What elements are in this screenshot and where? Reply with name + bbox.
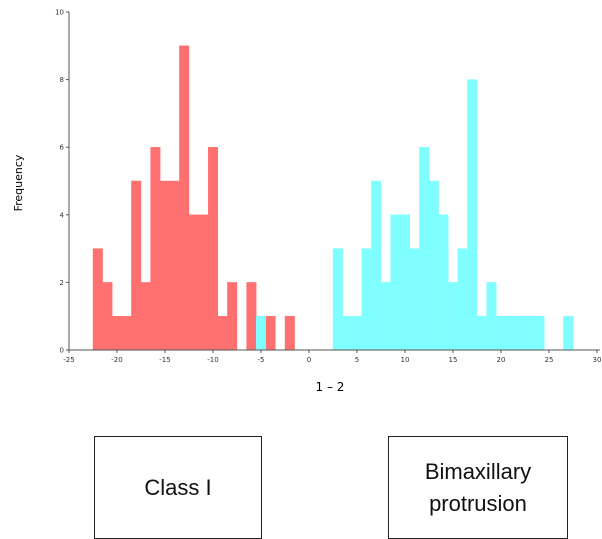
histogram-bar-series2-8 (400, 214, 411, 351)
x-tick-label-5: 0 (307, 356, 311, 364)
histogram-bar-series1-9 (179, 45, 190, 351)
histogram-bar-series1-7 (159, 180, 170, 351)
histogram-bar-series1-14 (227, 282, 238, 351)
bimaxillary-label-line2: protrusion (429, 490, 527, 516)
y-tick-label-5: 10 (55, 9, 64, 17)
bars-group (92, 45, 574, 351)
x-tick-label-9: 20 (497, 356, 506, 364)
x-tick-label-4: -5 (258, 356, 265, 364)
x-tick-label-6: 5 (355, 356, 359, 364)
histogram-bar-series1-0 (92, 248, 103, 351)
histogram-bar-series1-3 (121, 316, 132, 351)
histogram-bar-series1-15 (246, 282, 257, 351)
histogram-bar-series2-1 (332, 248, 343, 351)
histogram-bar-series2-3 (352, 316, 363, 351)
bimaxillary-protrusion-label-box: Bimaxillary protrusion (388, 436, 568, 539)
class-i-label-box: Class I (94, 436, 262, 539)
histogram-bar-series2-23 (563, 316, 574, 351)
histogram-bar-series2-7 (390, 214, 401, 351)
histogram-bar-series1-11 (198, 214, 209, 351)
class-i-label: Class I (144, 474, 212, 500)
histogram-bar-series2-16 (476, 316, 487, 351)
histogram-bar-series2-13 (448, 282, 459, 351)
x-tick-label-8: 15 (449, 356, 458, 364)
histogram-bar-series1-10 (188, 214, 199, 351)
histogram-bar-series1-2 (111, 316, 122, 351)
y-tick-label-3: 6 (60, 144, 65, 152)
x-tick-label-1: -20 (111, 356, 122, 364)
histogram-chart: 0 2 4 6 8 10 -25 -20 -15 -10 -5 0 5 10 15 20 25 30 Frequ… (12, 9, 601, 395)
bimaxillary-protrusion-label: Bimaxillary protrusion (425, 456, 531, 520)
histogram-bar-series2-10 (419, 146, 430, 351)
histogram-bar-series2-11 (428, 180, 439, 351)
x-tick-label-7: 10 (401, 356, 410, 364)
histogram-bar-series1-17 (284, 316, 295, 351)
y-tick-label-2: 4 (60, 211, 65, 219)
histogram-bar-series1-4 (131, 180, 142, 351)
x-tick-label-3: -10 (207, 356, 218, 364)
histogram-bar-series2-19 (505, 316, 516, 351)
x-axis-label: 1 – 2 (316, 380, 345, 394)
histogram-bar-series1-8 (169, 180, 180, 351)
x-tick-label-2: -15 (159, 356, 170, 364)
histogram-bar-series2-17 (486, 282, 497, 351)
histogram-bar-series1-5 (140, 282, 151, 351)
histogram-bar-series2-4 (361, 248, 372, 351)
histogram-bar-series2-14 (457, 248, 468, 351)
y-tick-label-4: 8 (60, 76, 64, 84)
histogram-bar-series2-0 (256, 316, 267, 351)
x-tick-label-11: 30 (593, 356, 602, 364)
x-tick-label-10: 25 (545, 356, 554, 364)
histogram-bar-series2-2 (342, 316, 353, 351)
x-tick-label-0: -25 (63, 356, 74, 364)
histogram-bar-series2-22 (534, 316, 545, 351)
bimaxillary-label-line1: Bimaxillary (424, 458, 532, 484)
y-ticks-group: 0 2 4 6 8 10 (55, 9, 69, 355)
y-tick-label-0: 0 (60, 347, 64, 355)
histogram-bar-series2-6 (380, 282, 391, 351)
histogram-bar-series2-20 (515, 316, 526, 351)
histogram-bar-series2-21 (524, 316, 535, 351)
histogram-bar-series1-6 (150, 146, 161, 351)
histogram-bar-series1-13 (217, 316, 228, 351)
x-ticks-group: -25 -20 -15 -10 -5 0 5 10 15 20 25 30 (63, 350, 601, 364)
histogram-bar-series1-16 (265, 316, 276, 351)
histogram-bar-series1-12 (207, 146, 218, 351)
histogram-bar-series2-15 (467, 79, 478, 351)
y-tick-label-1: 2 (60, 279, 64, 287)
histogram-bar-series2-5 (371, 180, 382, 351)
histogram-bar-series2-9 (409, 248, 420, 351)
y-axis-label: Frequency (12, 154, 25, 211)
histogram-bar-series1-1 (102, 282, 113, 351)
histogram-bar-series2-18 (496, 316, 507, 351)
histogram-bar-series2-12 (438, 214, 449, 351)
